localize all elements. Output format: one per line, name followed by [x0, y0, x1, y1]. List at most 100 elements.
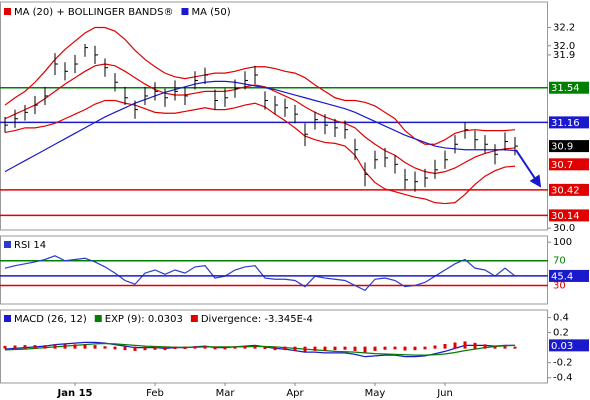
level-label: 70 [553, 256, 566, 267]
divergence-bar [103, 346, 107, 349]
divergence-bar [493, 346, 497, 349]
divergence-bar [63, 344, 67, 349]
value-tag-label: 30.9 [551, 142, 573, 153]
legend-label: MACD (26, 12) [14, 314, 87, 325]
value-tag [549, 140, 589, 153]
divergence-bar [453, 342, 457, 349]
legend-swatch [181, 8, 189, 15]
legend-label: Divergence: -3.345E-4 [201, 314, 313, 325]
y-tick-label: 32.2 [553, 23, 575, 34]
divergence-bar [313, 346, 317, 351]
divergence-bar [403, 346, 407, 351]
divergence-bar [173, 346, 177, 350]
divergence-bar [473, 342, 477, 349]
divergence-bar [353, 346, 357, 351]
value-tag-label: 0.03 [551, 341, 573, 352]
legend-label: EXP (9): 0.0303 [105, 314, 183, 325]
rsi-line [4, 255, 516, 292]
divergence-bar [153, 346, 157, 350]
divergence-bar [223, 346, 227, 350]
divergence-bar [53, 344, 57, 349]
legend-swatch [4, 8, 11, 15]
value-tag-label: 30.7 [551, 160, 573, 171]
divergence-bar [443, 343, 447, 349]
value-tag-label: 30.42 [551, 185, 580, 196]
indicator-line [4, 99, 516, 205]
x-tick-label: Feb [146, 388, 164, 399]
y-tick-label: 30.0 [553, 223, 575, 234]
divergence-bar [163, 346, 167, 351]
value-tag-label: 31.54 [551, 83, 580, 94]
y-tick-label: 0.2 [553, 328, 569, 339]
panel [0, 235, 548, 305]
divergence-bar [293, 346, 297, 351]
divergence-bar [3, 345, 7, 349]
x-tick-label: Jun [436, 388, 453, 399]
legend-swatch [94, 315, 102, 322]
divergence-bar [183, 346, 187, 350]
macd-line [4, 342, 516, 356]
divergence-bar [13, 345, 17, 349]
value-tag [549, 158, 589, 171]
divergence-bar [33, 345, 37, 349]
y-tick-label: -0.2 [553, 358, 573, 369]
y-tick-label: 31.9 [553, 50, 575, 61]
divergence-bar [343, 346, 347, 350]
divergence-bar [143, 346, 147, 351]
divergence-bar [23, 345, 27, 349]
legend-swatch [190, 315, 198, 322]
divergence-bar [263, 346, 267, 350]
value-tag [549, 209, 589, 222]
divergence-bar [83, 344, 87, 349]
divergence-bar [483, 344, 487, 349]
divergence-bar [243, 346, 247, 349]
level-label: 30 [553, 280, 566, 291]
value-tag-label: 31.16 [551, 118, 580, 129]
legend-swatch [4, 315, 11, 322]
legend-swatch [4, 241, 11, 248]
divergence-bar [123, 346, 127, 351]
x-tick-label: Mar [216, 388, 236, 399]
divergence-bar [233, 346, 237, 349]
x-tick-label: Apr [286, 388, 304, 399]
divergence-bar [73, 344, 77, 349]
projection-arrow [515, 149, 542, 188]
divergence-bar [193, 346, 197, 349]
value-tag-label: 30.14 [551, 211, 580, 222]
divergence-bar [423, 346, 427, 350]
x-tick-label: Jan 15 [57, 388, 93, 399]
value-tag [549, 81, 589, 94]
divergence-bar [303, 346, 307, 352]
divergence-bar [273, 346, 277, 351]
panel [0, 1, 548, 231]
divergence-bar [393, 346, 397, 350]
divergence-bar [433, 345, 437, 349]
divergence-bar [253, 345, 257, 349]
value-tag [549, 269, 589, 282]
y-tick-label: 32.0 [553, 41, 575, 52]
value-tag-label: 45.4 [551, 271, 573, 282]
indicator-line [4, 63, 516, 175]
divergence-bar [283, 346, 287, 351]
value-tag [549, 183, 589, 196]
divergence-bar [93, 345, 97, 349]
divergence-bar [383, 346, 387, 350]
divergence-bar [323, 346, 327, 351]
value-tag [549, 116, 589, 129]
divergence-bar [43, 345, 47, 349]
divergence-bar [503, 346, 507, 349]
divergence-bar [113, 346, 117, 350]
y-tick-label: 0.4 [553, 313, 569, 324]
divergence-bar [363, 346, 367, 353]
y-tick-label: 100 [553, 237, 572, 248]
panel [0, 309, 548, 384]
value-tag [549, 339, 589, 352]
x-tick-label: May [365, 388, 386, 399]
legend-label: RSI 14 [14, 240, 46, 251]
divergence-bar [513, 346, 517, 349]
divergence-bar [203, 345, 207, 349]
divergence-bar [373, 346, 377, 351]
legend-label: MA (20) + BOLLINGER BANDS® [14, 7, 173, 18]
